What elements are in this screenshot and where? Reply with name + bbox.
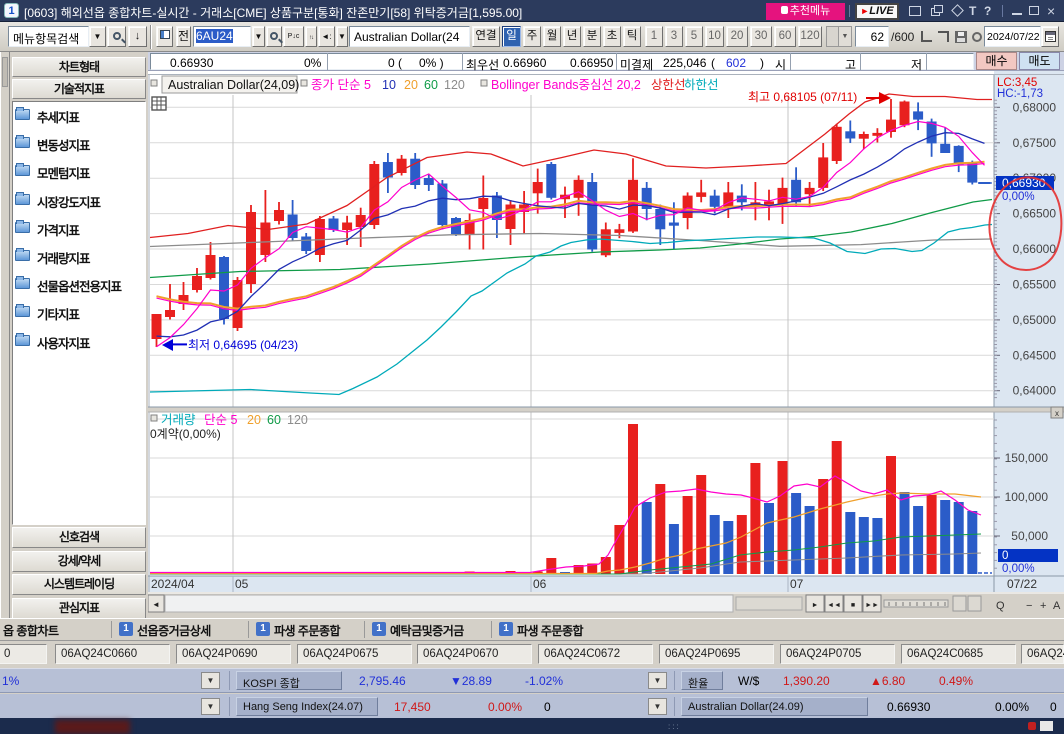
svg-text:Bollinger Bands중심선 20,2: Bollinger Bands중심선 20,2 (491, 78, 641, 92)
svg-text:60: 60 (424, 78, 438, 92)
svg-text:50,000: 50,000 (1011, 529, 1048, 543)
svg-text:07: 07 (790, 577, 804, 591)
svg-text:A: A (1053, 600, 1061, 612)
svg-text:HC:-1,73: HC:-1,73 (997, 88, 1043, 100)
svg-text:0: 0 (1002, 550, 1008, 562)
svg-text:120: 120 (287, 413, 308, 427)
svg-text:최고 0,68105 (07/11): 최고 0,68105 (07/11) (748, 90, 857, 104)
svg-text:05: 05 (235, 577, 249, 591)
svg-text:►: ► (812, 602, 819, 609)
svg-text:0,00%: 0,00% (1002, 563, 1035, 575)
svg-text:0,64500: 0,64500 (1013, 348, 1057, 362)
svg-text:Australian Dollar(24,09): Australian Dollar(24,09) (168, 78, 299, 92)
svg-text:x: x (1055, 409, 1059, 418)
svg-text:60: 60 (267, 413, 281, 427)
svg-text:0,66930: 0,66930 (1002, 176, 1046, 190)
svg-text:06: 06 (533, 577, 547, 591)
svg-text:최저 0,64695 (04/23): 최저 0,64695 (04/23) (188, 338, 298, 352)
svg-text:►►: ►► (865, 602, 879, 609)
svg-text:상한선: 상한선 (651, 78, 686, 92)
svg-text:150,000: 150,000 (1005, 451, 1049, 465)
svg-text:LC:3,45: LC:3,45 (997, 77, 1037, 89)
svg-text:0,00%: 0,00% (1002, 191, 1035, 203)
svg-text:0,66000: 0,66000 (1013, 242, 1057, 256)
svg-text:20: 20 (404, 78, 418, 92)
svg-text:2024/04: 2024/04 (151, 577, 195, 591)
svg-text:종가 단순 5: 종가 단순 5 (311, 78, 371, 92)
svg-text:거래량: 거래량 (161, 413, 196, 427)
svg-text:0,64000: 0,64000 (1013, 384, 1057, 398)
svg-text:단순 5: 단순 5 (204, 413, 237, 427)
svg-text:0,68000: 0,68000 (1013, 100, 1057, 114)
svg-text:0,65000: 0,65000 (1013, 313, 1057, 327)
svg-text:20: 20 (247, 413, 261, 427)
svg-text:Q: Q (996, 600, 1005, 612)
svg-text:하한선: 하한선 (684, 78, 719, 92)
svg-text:■: ■ (851, 602, 855, 609)
svg-text:◄: ◄ (152, 600, 160, 609)
svg-text:07/22: 07/22 (1007, 577, 1037, 591)
svg-text:0,66500: 0,66500 (1013, 207, 1057, 221)
svg-text:◄◄: ◄◄ (827, 602, 841, 609)
svg-text:100,000: 100,000 (1005, 490, 1049, 504)
svg-text:0계약(0,00%): 0계약(0,00%) (150, 426, 221, 441)
svg-text:0,67500: 0,67500 (1013, 136, 1057, 150)
svg-text:+: + (1040, 600, 1046, 612)
svg-text:0,65500: 0,65500 (1013, 278, 1057, 292)
svg-text:120: 120 (444, 78, 465, 92)
svg-text:−: − (1026, 600, 1032, 612)
svg-text:10: 10 (382, 78, 396, 92)
